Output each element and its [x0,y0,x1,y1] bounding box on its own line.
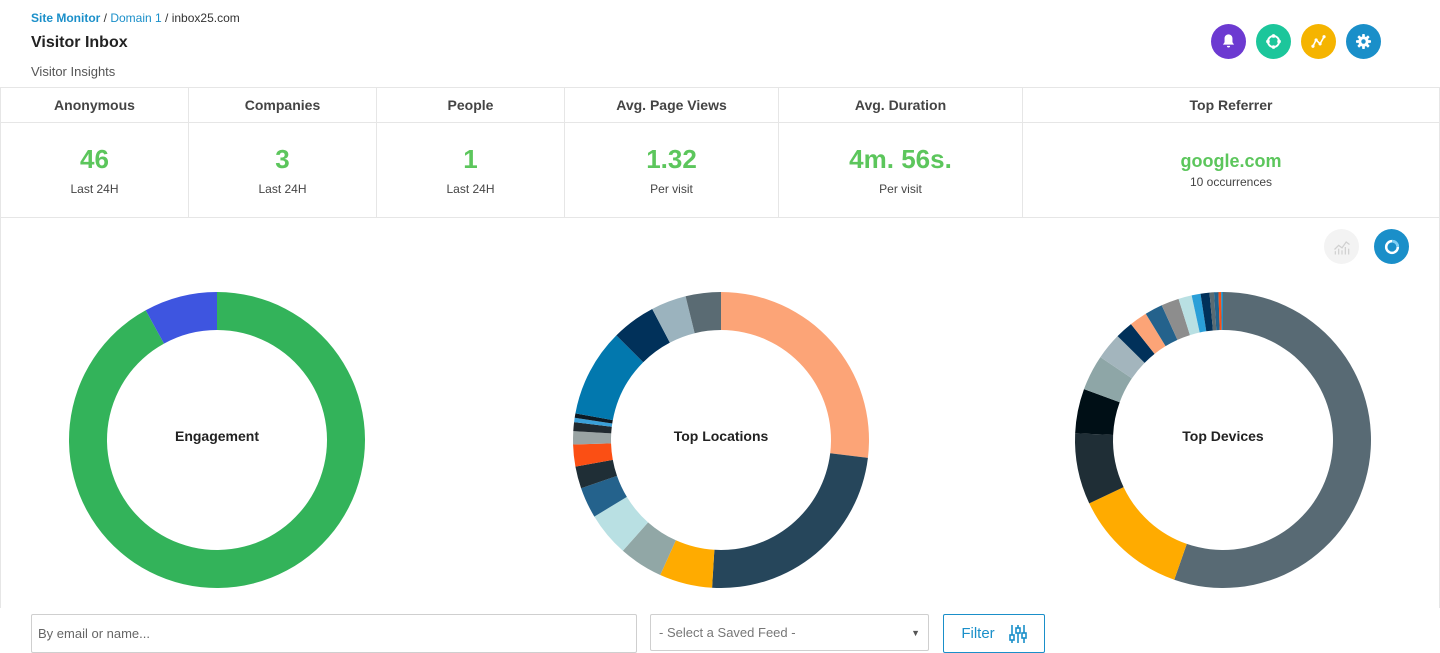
donut-slice[interactable] [1100,336,1145,379]
stat-subtext: 10 occurrences [1189,175,1273,189]
stat-subtext: Last 24H [70,182,119,196]
top-locations-donut-chart [573,292,869,588]
engagement-chart-title: Engagement [174,428,259,444]
donut-slice[interactable] [574,413,613,424]
stat-top-referrer: Top Referrer google.com 10 occurrences [1023,88,1440,218]
stat-anonymous: Anonymous 46 Last 24H [1,88,189,218]
stat-label: Avg. Duration [779,88,1022,123]
donut-slice[interactable] [1200,292,1213,332]
settings-button[interactable] [1346,24,1381,59]
donut-slice[interactable] [145,292,217,344]
donut-slice[interactable] [594,496,649,551]
page-subtitle: Visitor Insights [31,64,116,79]
donut-slice[interactable] [1130,313,1166,354]
donut-chart-icon [1384,239,1399,254]
gear-icon [1355,33,1372,50]
donut-slice[interactable] [1174,292,1371,588]
engagement-donut-chart [68,292,365,588]
donut-slice[interactable] [1145,305,1178,347]
donut-slice[interactable] [1161,298,1190,340]
refresh-icon [1266,34,1281,49]
caret-down-icon: ▼ [911,627,920,638]
top-devices-chart-title: Top Devices [1182,428,1264,444]
breadcrumb: Site Monitor / Domain 1 / inbox25.com [31,11,240,25]
donut-slice[interactable] [1178,295,1200,336]
donut-slice[interactable] [1209,292,1217,331]
donut-slice[interactable] [573,422,612,434]
donut-slice[interactable] [1191,293,1207,333]
top-devices-donut-chart [1075,292,1371,588]
donut-slice[interactable] [622,522,676,575]
breadcrumb-domain[interactable]: Domain 1 [110,11,162,25]
donut-slice[interactable] [1218,292,1222,331]
donut-slice[interactable] [574,417,613,427]
saved-feed-select[interactable]: - Select a Saved Feed - ▼ [650,614,929,651]
donut-slice[interactable] [575,459,618,489]
stat-people: People 1 Last 24H [377,88,565,218]
donut-slice[interactable] [573,443,613,467]
line-chart-view-button[interactable] [1324,229,1359,264]
donut-chart-view-button[interactable] [1374,229,1409,264]
breadcrumb-site-monitor[interactable]: Site Monitor [31,11,101,25]
donut-slice[interactable] [721,292,869,458]
donut-slice[interactable] [652,296,695,343]
donut-slice[interactable] [1089,487,1187,580]
donut-slice[interactable] [573,431,612,445]
bell-icon [1222,34,1235,48]
stat-value: 4m. 56s. [849,144,952,174]
saved-feed-selected-value: - Select a Saved Feed - [659,625,796,640]
stat-value: 3 [275,144,290,174]
sync-button[interactable] [1256,24,1291,59]
donut-slice[interactable] [575,335,644,421]
donut-slice[interactable] [685,292,721,334]
donut-slice[interactable] [1221,292,1223,331]
donut-slice[interactable] [1075,389,1120,435]
donut-slice[interactable] [660,540,715,588]
stat-label: People [377,88,564,123]
stat-label: Companies [189,88,376,123]
notifications-button[interactable] [1211,24,1246,59]
filter-button-label: Filter [961,625,995,642]
donut-slice[interactable] [581,475,627,517]
stat-value: 46 [80,144,109,174]
stat-avg-page-views: Avg. Page Views 1.32 Per visit [565,88,779,218]
donut-slice[interactable] [1213,292,1220,331]
donut-slice[interactable] [1117,324,1155,363]
sliders-icon [1008,624,1027,643]
analytics-button[interactable] [1301,24,1336,59]
stat-companies: Companies 3 Last 24H [189,88,377,218]
donut-slice[interactable] [712,453,868,588]
stat-subtext: Last 24H [446,182,495,196]
stat-value: 1 [463,144,478,174]
donut-slice[interactable] [616,308,670,363]
stat-label: Top Referrer [1023,88,1439,123]
breadcrumb-separator: / [161,11,172,25]
stat-value: google.com [1180,151,1282,171]
breadcrumb-current-site: inbox25.com [171,11,240,25]
stat-label: Avg. Page Views [565,88,778,123]
stat-value: 1.32 [646,144,697,174]
stat-label: Anonymous [1,88,188,123]
line-chart-icon [1333,240,1350,254]
page-header: Site Monitor / Domain 1 / inbox25.com Vi… [0,0,1440,88]
stats-panel: Anonymous 46 Last 24H Companies 3 Last 2… [0,88,1440,218]
stat-subtext: Per visit [650,182,693,196]
stat-subtext: Per visit [879,182,922,196]
search-input[interactable] [31,614,637,653]
top-locations-chart-title: Top Locations [673,428,769,444]
breadcrumb-separator: / [100,11,111,25]
stat-avg-duration: Avg. Duration 4m. 56s. Per visit [779,88,1023,218]
page-title: Visitor Inbox [31,34,128,51]
graph-icon [1311,35,1326,48]
donut-slice[interactable] [1084,357,1132,403]
donut-slice[interactable] [1075,433,1124,504]
stat-subtext: Last 24H [258,182,307,196]
filter-button[interactable]: Filter [943,614,1045,653]
